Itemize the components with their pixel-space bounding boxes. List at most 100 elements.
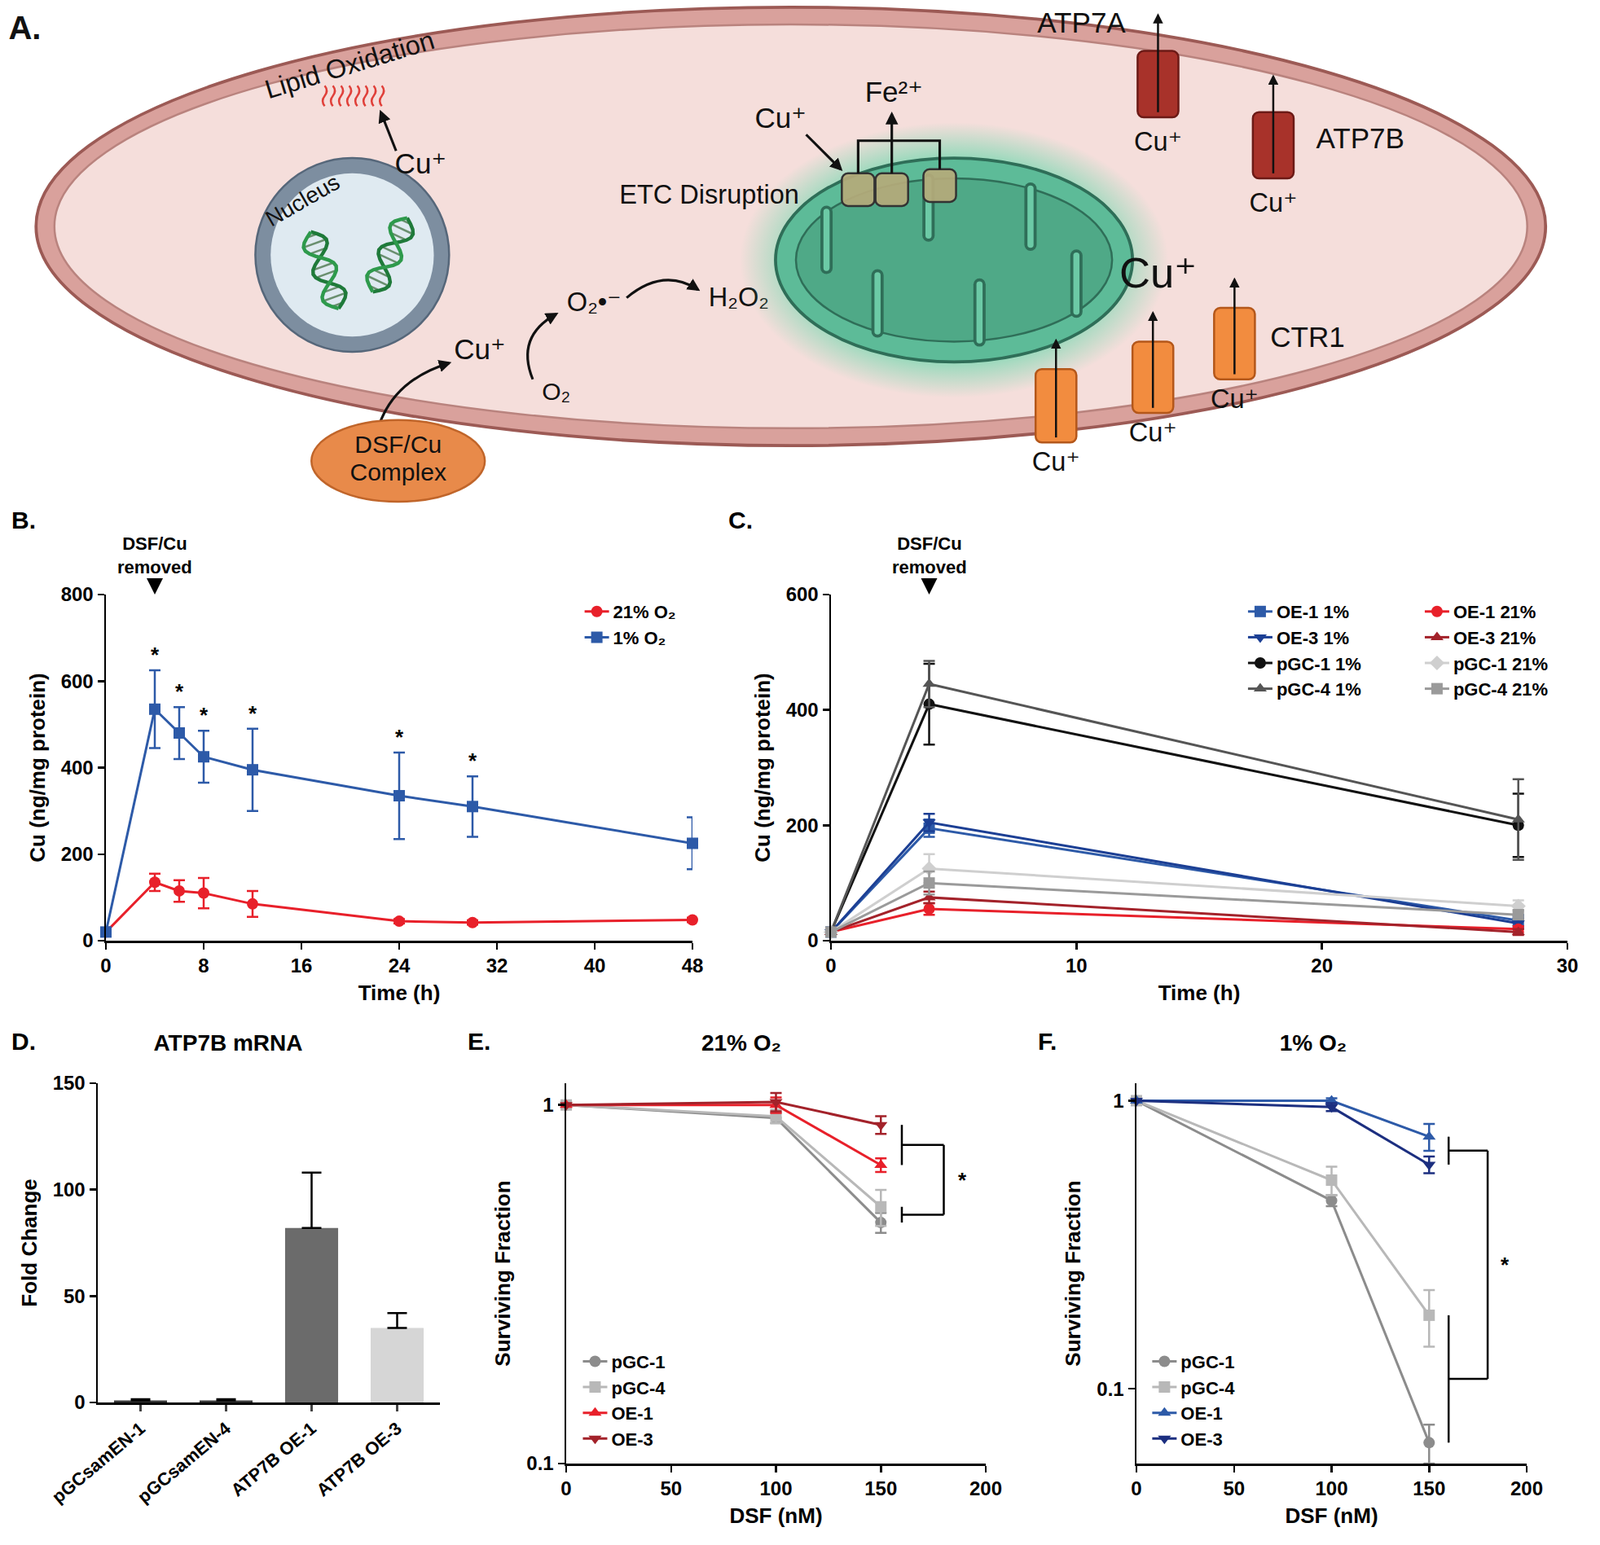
svg-text:Cu⁺: Cu⁺ [1134, 127, 1183, 157]
svg-text:32: 32 [486, 954, 509, 977]
svg-text:Cu⁺: Cu⁺ [395, 147, 447, 180]
svg-text:OE-3 1%: OE-3 1% [1276, 628, 1350, 649]
svg-text:OE-1 1%: OE-1 1% [1276, 602, 1350, 623]
svg-text:50: 50 [63, 1285, 86, 1308]
svg-text:48: 48 [681, 954, 704, 977]
svg-text:DSF/Curemoved: DSF/Curemoved [117, 533, 193, 578]
svg-text:A.: A. [8, 9, 41, 46]
svg-text:0: 0 [100, 954, 111, 977]
svg-text:100: 100 [1314, 1477, 1348, 1500]
svg-text:B.: B. [11, 506, 36, 534]
svg-text:*: * [175, 679, 185, 704]
svg-text:DSF (nM): DSF (nM) [729, 1503, 822, 1529]
svg-text:150: 150 [52, 1072, 86, 1095]
svg-text:Surviving Fraction: Surviving Fraction [1060, 1180, 1086, 1367]
svg-text:200: 200 [969, 1477, 1003, 1500]
svg-text:pGC-4 1%: pGC-4 1% [1276, 679, 1362, 700]
svg-text:Cu⁺: Cu⁺ [1249, 188, 1298, 218]
svg-text:ATP7B: ATP7B [1316, 122, 1405, 154]
svg-text:pGC-4: pGC-4 [610, 1378, 666, 1399]
svg-text:OE-3 21%: OE-3 21% [1453, 628, 1537, 649]
svg-text:0: 0 [82, 929, 93, 952]
svg-text:400: 400 [786, 698, 819, 721]
svg-text:40: 40 [584, 954, 607, 977]
svg-text:D.: D. [11, 1028, 36, 1055]
svg-text:0: 0 [807, 929, 818, 952]
svg-text:OE-1 21%: OE-1 21% [1453, 602, 1537, 623]
svg-text:*: * [150, 642, 160, 668]
svg-text:Surviving Fraction: Surviving Fraction [490, 1180, 515, 1367]
svg-text:0: 0 [1130, 1477, 1142, 1500]
svg-text:0: 0 [74, 1391, 85, 1414]
svg-text:400: 400 [61, 756, 94, 779]
svg-text:50: 50 [1222, 1477, 1245, 1500]
svg-text:100: 100 [52, 1178, 86, 1201]
svg-text:200: 200 [1510, 1477, 1543, 1500]
svg-text:OE-1: OE-1 [610, 1403, 653, 1425]
svg-text:OE-1: OE-1 [1180, 1403, 1222, 1425]
svg-text:pGCsamEN-4: pGCsamEN-4 [133, 1418, 235, 1508]
svg-text:Cu⁺: Cu⁺ [755, 101, 807, 134]
svg-text:Cu⁺: Cu⁺ [1119, 248, 1197, 297]
svg-text:0.1: 0.1 [1096, 1378, 1124, 1401]
svg-text:O₂•⁻: O₂•⁻ [567, 287, 622, 317]
svg-text:1% O₂: 1% O₂ [1279, 1030, 1347, 1056]
svg-text:*: * [1500, 1252, 1510, 1278]
svg-text:16: 16 [290, 954, 313, 977]
svg-text:*: * [248, 701, 258, 726]
svg-text:8: 8 [197, 954, 209, 977]
svg-text:Nucleus: Nucleus [260, 169, 344, 233]
svg-text:pGC-1: pGC-1 [610, 1352, 665, 1373]
svg-text:1% O₂: 1% O₂ [613, 628, 667, 649]
svg-text:OE-3: OE-3 [610, 1429, 653, 1451]
svg-text:Cu⁺: Cu⁺ [1032, 447, 1081, 477]
svg-text:800: 800 [61, 583, 94, 606]
svg-text:21% O₂: 21% O₂ [613, 602, 677, 623]
svg-text:pGC-1 21%: pGC-1 21% [1453, 654, 1548, 675]
svg-text:ETC Disruption: ETC Disruption [619, 180, 800, 210]
svg-text:Cu⁺: Cu⁺ [1210, 384, 1259, 414]
svg-text:ATP7A: ATP7A [1037, 6, 1126, 39]
svg-text:pGC-4: pGC-4 [1180, 1378, 1236, 1399]
svg-text:F.: F. [1037, 1028, 1057, 1055]
svg-text:DSF (nM): DSF (nM) [1284, 1503, 1378, 1529]
svg-text:O₂: O₂ [541, 378, 571, 405]
svg-text:*: * [468, 748, 478, 774]
svg-text:0: 0 [825, 954, 836, 977]
svg-text:1: 1 [542, 1094, 554, 1117]
svg-text:*: * [199, 703, 209, 728]
svg-text:Fe²⁺: Fe²⁺ [865, 75, 924, 108]
svg-text:DSF/CuComplex: DSF/CuComplex [349, 430, 446, 487]
svg-text:600: 600 [61, 670, 94, 693]
svg-text:1: 1 [1112, 1090, 1124, 1113]
svg-text:150: 150 [864, 1477, 897, 1500]
svg-text:200: 200 [786, 814, 819, 837]
svg-text:*: * [958, 1168, 968, 1193]
svg-text:24: 24 [388, 954, 411, 977]
svg-text:Cu⁺: Cu⁺ [1129, 417, 1178, 448]
svg-text:CTR1: CTR1 [1270, 320, 1346, 353]
svg-text:Cu (ng/mg protein): Cu (ng/mg protein) [25, 672, 50, 863]
svg-text:ATP7B mRNA: ATP7B mRNA [153, 1030, 303, 1056]
svg-text:30: 30 [1556, 954, 1579, 977]
svg-text:pGC-1: pGC-1 [1180, 1352, 1235, 1373]
svg-text:Cu (ng/mg protein): Cu (ng/mg protein) [750, 672, 775, 863]
svg-text:Lipid Oxidation: Lipid Oxidation [261, 25, 438, 105]
svg-text:100: 100 [759, 1477, 792, 1500]
svg-text:0.1: 0.1 [526, 1452, 554, 1475]
svg-text:150: 150 [1412, 1477, 1446, 1500]
svg-text:Time (h): Time (h) [358, 980, 441, 1006]
svg-text:pGC-4 21%: pGC-4 21% [1453, 679, 1548, 700]
svg-text:OE-3: OE-3 [1180, 1429, 1222, 1451]
svg-text:Cu⁺: Cu⁺ [453, 333, 506, 365]
svg-text:10: 10 [1065, 954, 1088, 977]
svg-text:pGCsamEN-1: pGCsamEN-1 [48, 1418, 150, 1508]
svg-text:*: * [395, 725, 405, 750]
svg-text:200: 200 [61, 843, 94, 866]
svg-text:pGC-1 1%: pGC-1 1% [1276, 654, 1362, 675]
svg-text:600: 600 [786, 583, 819, 606]
svg-text:C.: C. [728, 506, 753, 534]
svg-text:21% O₂: 21% O₂ [701, 1030, 782, 1056]
svg-text:0: 0 [560, 1477, 572, 1500]
svg-text:E.: E. [467, 1028, 491, 1055]
